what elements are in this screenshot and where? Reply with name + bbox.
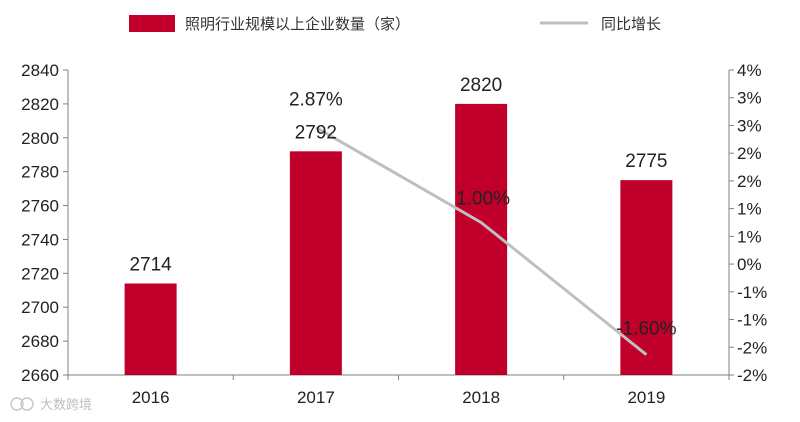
growth-line xyxy=(315,126,648,356)
bar-value-label: 2775 xyxy=(625,151,667,172)
line-value-label: 1.00% xyxy=(456,189,510,210)
y2-tick-label: 1% xyxy=(737,227,762,246)
y2-tick-label: 1% xyxy=(737,200,762,219)
bar-value-label: 2714 xyxy=(129,255,172,276)
bar-series xyxy=(124,103,673,375)
y2-tick-label: 4% xyxy=(737,61,762,80)
legend: 照明行业规模以上企业数量（家） 同比增长 xyxy=(129,15,661,33)
x-tick-label: 2016 xyxy=(132,388,170,407)
y2-tick-label: -1% xyxy=(737,311,767,330)
data-labels: 2714 2792 2820 2775 2.87% 1.00% -1.60% xyxy=(129,75,676,340)
bar xyxy=(455,103,508,375)
y-tick-label: 2660 xyxy=(21,366,59,385)
watermark: 大数跨境 xyxy=(10,397,92,413)
y2-tick-label: 2% xyxy=(737,144,762,163)
y-tick-label: 2800 xyxy=(21,129,59,148)
y-tick-label: 2700 xyxy=(21,298,59,317)
bar-value-label: 2792 xyxy=(295,122,337,143)
y-tick-label: 2740 xyxy=(21,230,59,249)
legend-label-line: 同比增长 xyxy=(601,15,661,33)
x-tick-label: 2018 xyxy=(462,388,500,407)
y2-tick-label: 2% xyxy=(737,172,762,191)
watermark-text: 大数跨境 xyxy=(40,398,92,413)
y2-tick-label: 3% xyxy=(737,89,762,108)
bar xyxy=(289,151,342,375)
legend-label-bar: 照明行业规模以上企业数量（家） xyxy=(185,15,410,33)
x-tick-label: 2019 xyxy=(627,388,665,407)
y-tick-label: 2840 xyxy=(21,61,59,80)
watermark-logo-icon xyxy=(10,397,24,411)
bar-value-label: 2820 xyxy=(460,75,502,96)
legend-swatch-bar xyxy=(129,15,175,32)
line-series xyxy=(315,126,648,356)
bar xyxy=(620,180,673,375)
y2-tick-label: -2% xyxy=(737,338,767,357)
line-value-label: -1.60% xyxy=(616,319,676,340)
watermark-logo-icon-2 xyxy=(20,397,34,411)
y-tick-label: 2780 xyxy=(21,163,59,182)
y2-tick-label: 3% xyxy=(737,116,762,135)
line-value-label: 2.87% xyxy=(289,89,343,110)
y-tick-label: 2760 xyxy=(21,197,59,216)
bar xyxy=(124,283,177,375)
y-tick-label: 2820 xyxy=(21,95,59,114)
axes: 2660 2680 2700 2720 2740 2760 2780 2800 2820 2840… xyxy=(21,61,767,407)
y2-tick-label: -1% xyxy=(737,283,767,302)
y-tick-label: 2720 xyxy=(21,264,59,283)
y-tick-label: 2680 xyxy=(21,332,59,351)
x-tick-label: 2017 xyxy=(297,388,335,407)
y2-tick-label: -2% xyxy=(737,366,767,385)
y2-tick-label: 0% xyxy=(737,255,762,274)
